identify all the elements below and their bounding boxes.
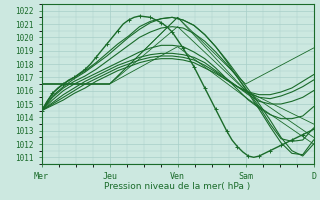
X-axis label: Pression niveau de la mer( hPa ): Pression niveau de la mer( hPa ) (104, 182, 251, 191)
